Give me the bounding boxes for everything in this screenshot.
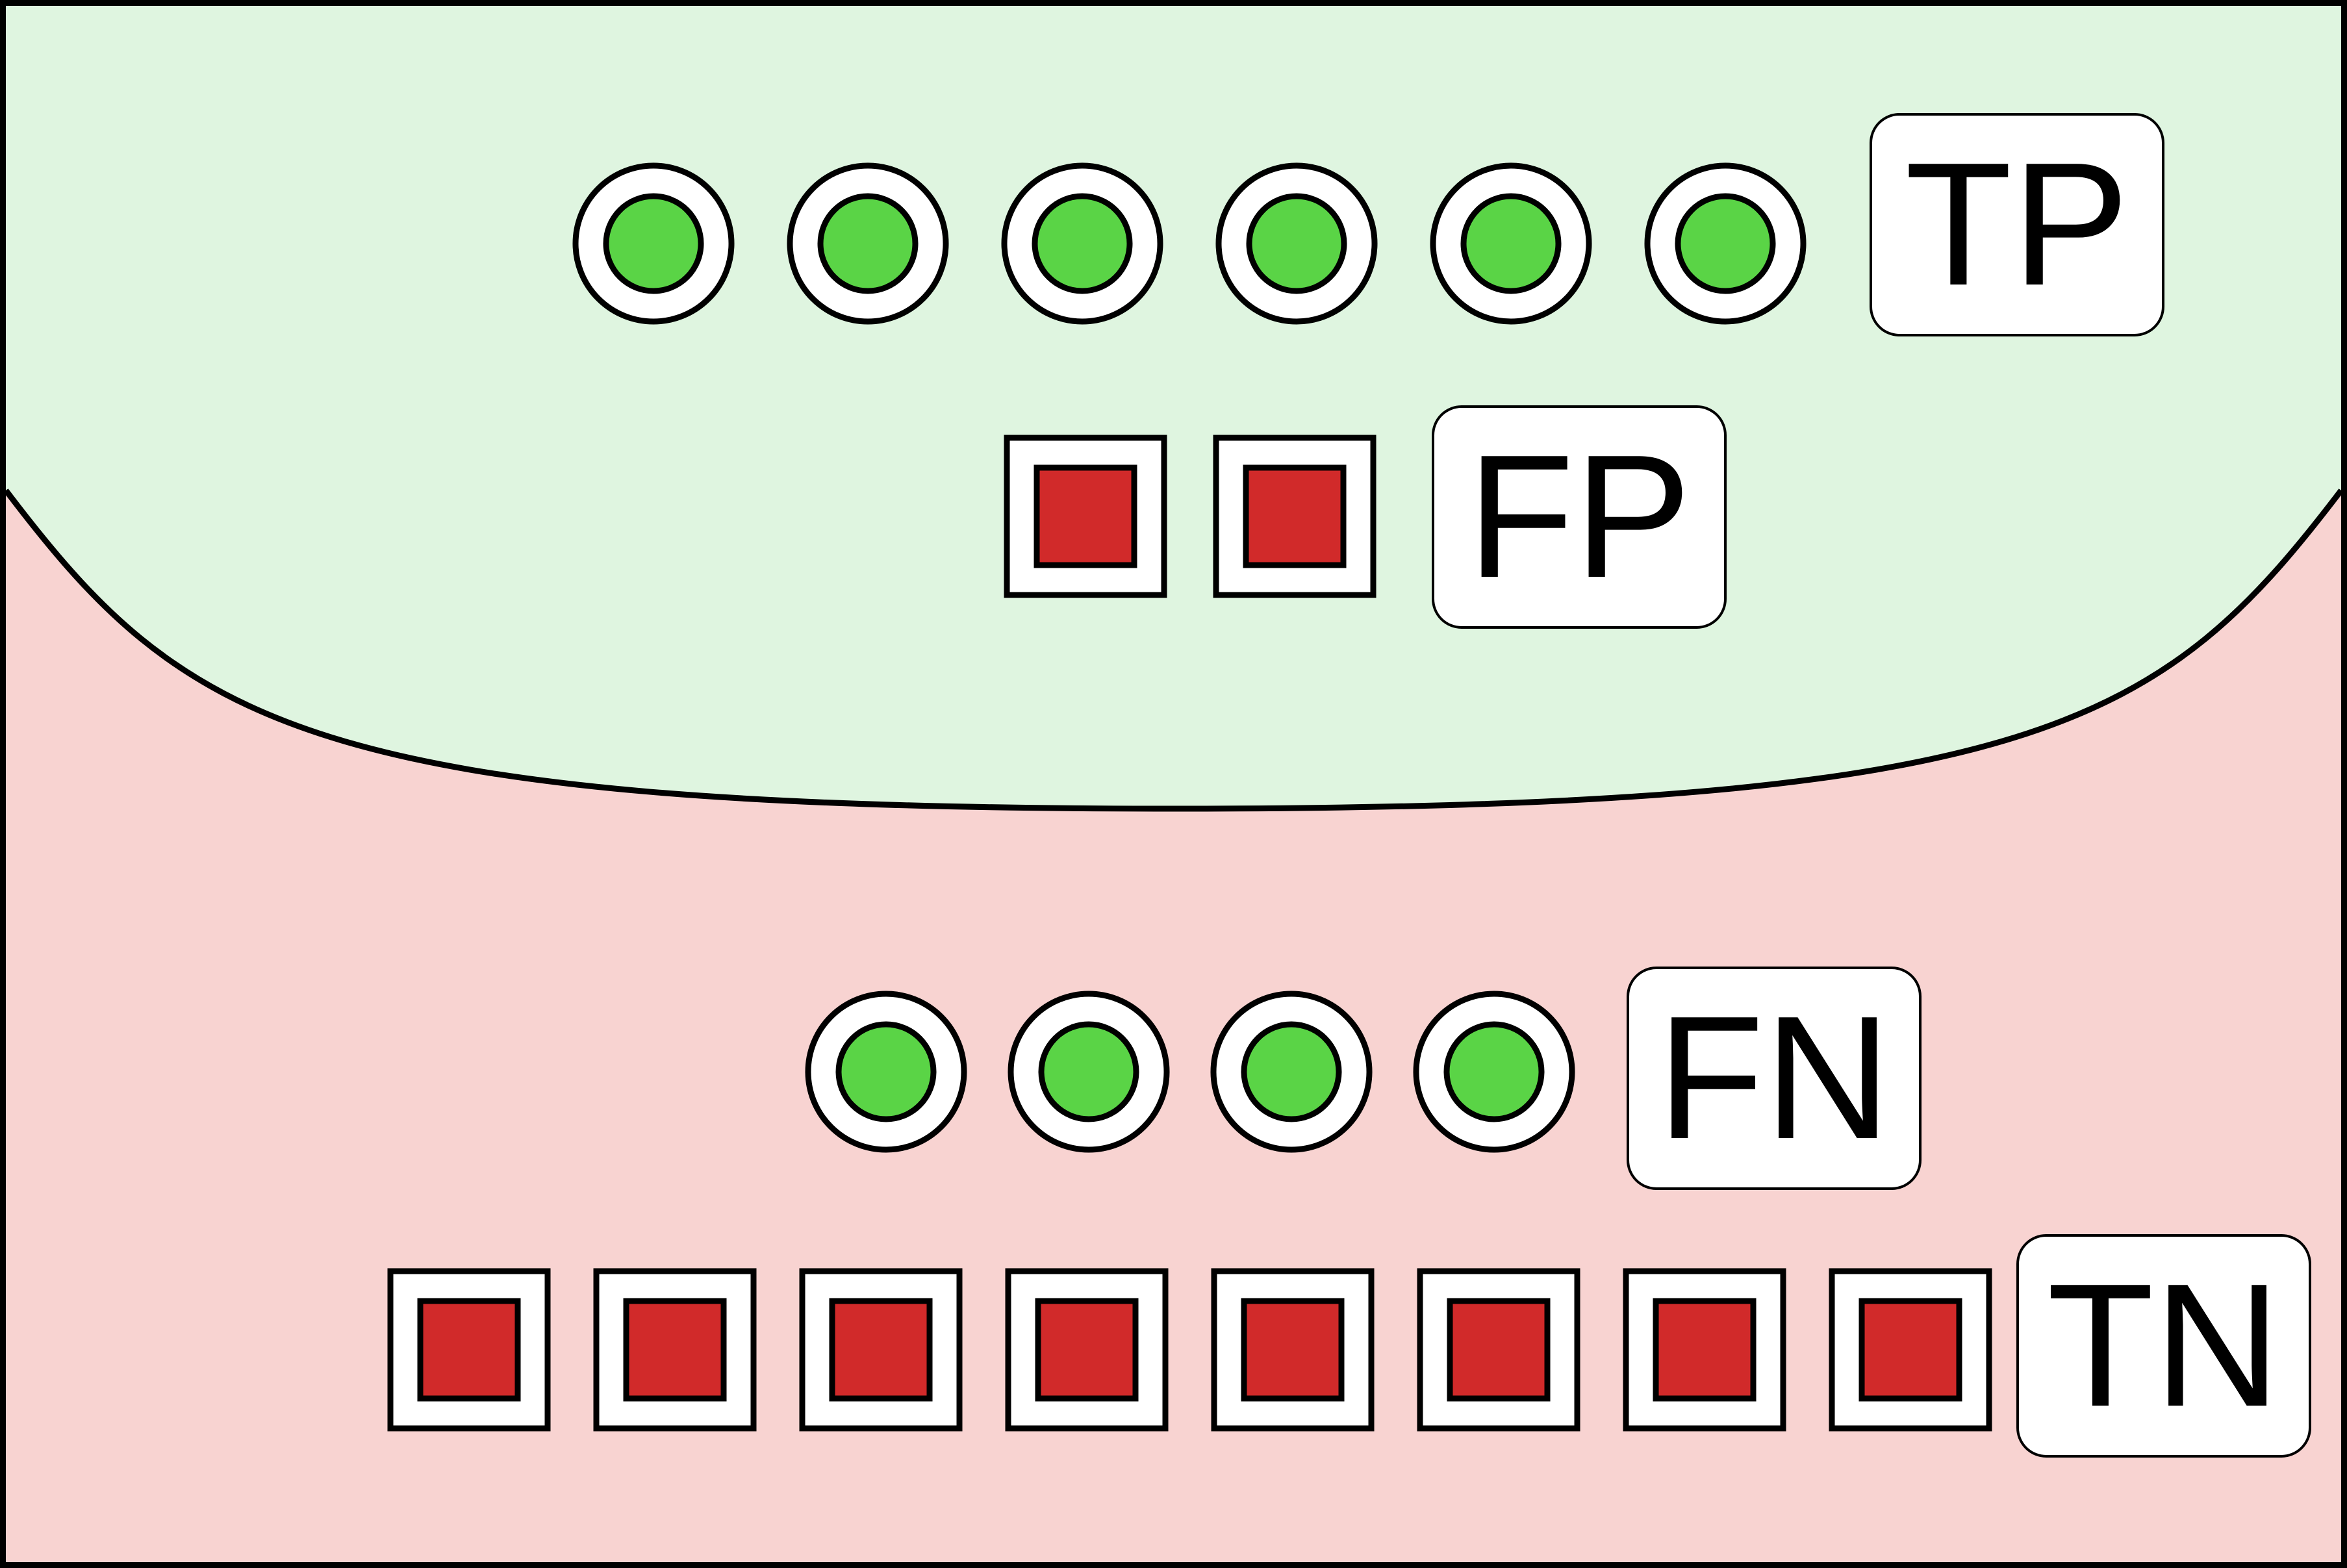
fn-item — [805, 991, 967, 1153]
tn-label-text: TN — [2047, 1248, 2281, 1443]
tp-item — [1644, 162, 1807, 325]
tn-item — [1211, 1268, 1375, 1432]
tn-item — [1829, 1268, 1992, 1432]
tp-item — [1430, 162, 1592, 325]
tn-item — [593, 1268, 757, 1432]
fp-item — [1213, 435, 1376, 598]
tp-item — [572, 162, 735, 325]
tn-item — [1623, 1268, 1786, 1432]
tn-item — [799, 1268, 963, 1432]
fn-item — [1210, 991, 1373, 1153]
tn-label: TN — [2016, 1234, 2311, 1458]
tp-item — [1215, 162, 1378, 325]
tp-item — [1001, 162, 1163, 325]
fp-label: FP — [1432, 405, 1727, 629]
fn-label: FN — [1627, 967, 1922, 1190]
tn-item — [387, 1268, 551, 1432]
decision-boundary — [3, 488, 2344, 812]
fp-label-text: FP — [1467, 419, 1691, 614]
tp-label-text: TP — [1905, 127, 2129, 322]
tn-item — [1417, 1268, 1580, 1432]
fn-item — [1413, 991, 1575, 1153]
fp-item — [1004, 435, 1167, 598]
tp-label: TP — [1870, 113, 2164, 336]
tp-item — [787, 162, 949, 325]
fn-label-text: FN — [1657, 980, 1891, 1176]
fn-item — [1008, 991, 1170, 1153]
tn-item — [1005, 1268, 1169, 1432]
